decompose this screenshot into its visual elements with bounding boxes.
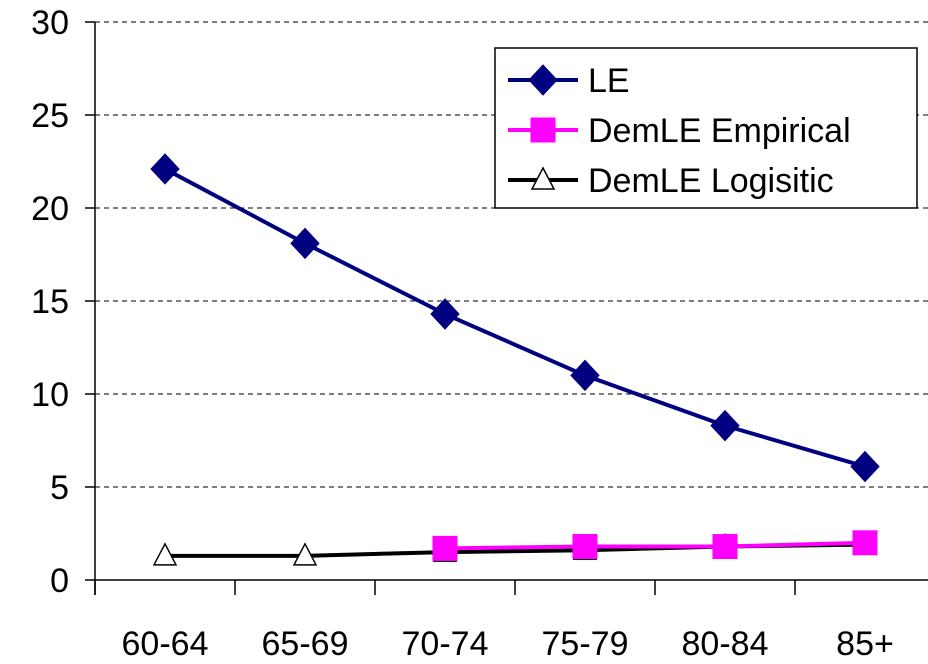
data-point [852, 530, 878, 556]
legend: LE DemLE Empirical DemLE Logisitic [494, 47, 918, 209]
legend-label: DemLE Logisitic [588, 162, 834, 200]
series [150, 153, 880, 566]
data-point [150, 153, 180, 185]
x-tick-label: 60-64 [122, 625, 209, 663]
y-tick-label: 15 [31, 283, 69, 321]
data-point [292, 542, 318, 566]
y-tick-label: 25 [31, 97, 69, 135]
y-tick-label: 30 [31, 4, 69, 42]
data-point [430, 298, 460, 330]
legend-label: LE [588, 62, 630, 100]
series-line [164, 167, 866, 469]
legend-marker [530, 117, 556, 143]
axes: 0 5 10 15 20 25 30 60-64 65-69 70-74 75-79 80-84 85+ [31, 4, 928, 663]
series-line [444, 540, 866, 551]
series-le [150, 153, 880, 483]
legend-marker [528, 64, 558, 96]
x-tick-label: 80-84 [682, 625, 769, 663]
y-tick-label: 0 [50, 562, 69, 600]
data-point [152, 542, 178, 566]
data-point [710, 409, 740, 442]
data-point [290, 227, 320, 260]
x-tick-label: 70-74 [402, 625, 489, 663]
data-point [850, 450, 880, 483]
y-tick-label: 5 [50, 469, 69, 507]
y-tick-label: 20 [31, 190, 69, 228]
x-tick-label: 85+ [836, 625, 894, 663]
x-tick-label: 75-79 [542, 625, 629, 663]
y-tick-label: 10 [31, 376, 69, 414]
legend-label: DemLE Empirical [588, 112, 851, 150]
data-point [712, 534, 738, 560]
data-point [432, 535, 458, 561]
data-point [570, 359, 600, 392]
legend-marker [530, 166, 556, 190]
series-demle-empirical [432, 530, 878, 561]
x-tick-label: 65-69 [262, 625, 349, 663]
data-point [572, 534, 598, 560]
